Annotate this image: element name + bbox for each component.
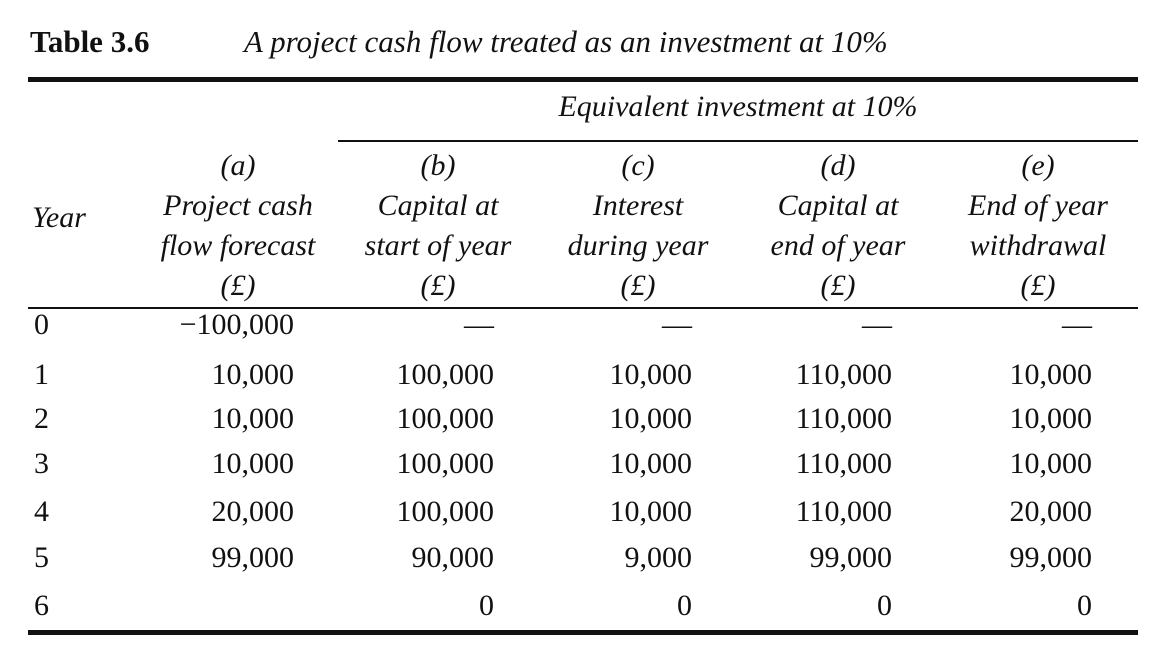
cash-flow-cell: 10,000 <box>211 358 295 391</box>
column-unit: (£) <box>1020 269 1056 302</box>
capital-end-cell: 99,000 <box>809 541 893 574</box>
withdrawal-cell: 99,000 <box>1009 541 1093 574</box>
capital-end-cell: — <box>862 308 892 341</box>
cash-flow-cell: 99,000 <box>211 541 295 574</box>
column-title-line2: flow forecast <box>160 229 316 262</box>
capital-end-cell: 110,000 <box>795 447 892 480</box>
column-title-line1: End of year <box>968 189 1108 222</box>
column-header-d: (d) Capital at end of year (£) <box>744 146 932 306</box>
interest-cell: 10,000 <box>609 495 693 528</box>
column-unit: (£) <box>220 269 256 302</box>
year-cell: 5 <box>34 541 49 574</box>
column-header-e: (e) End of year withdrawal (£) <box>944 146 1132 306</box>
bottom-rule <box>28 630 1138 635</box>
withdrawal-cell: 0 <box>1077 589 1092 622</box>
capital-start-cell: 100,000 <box>396 402 495 435</box>
year-cell: 6 <box>34 589 49 622</box>
capital-start-cell: 90,000 <box>411 541 495 574</box>
column-title-line2: withdrawal <box>969 229 1107 262</box>
column-unit: (£) <box>620 269 656 302</box>
header-rule <box>28 307 1138 309</box>
table-row: 6 0 0 0 0 <box>0 583 1154 629</box>
table-row: 2 10,000 100,000 10,000 110,000 10,000 <box>0 396 1154 442</box>
column-title-line1: Project cash <box>163 189 313 222</box>
top-rule <box>28 77 1138 82</box>
table-row: 5 99,000 90,000 9,000 99,000 99,000 <box>0 535 1154 581</box>
capital-start-cell: 0 <box>479 589 494 622</box>
capital-end-cell: 110,000 <box>795 402 892 435</box>
withdrawal-cell: 20,000 <box>1009 495 1093 528</box>
capital-start-cell: 100,000 <box>396 495 495 528</box>
withdrawal-cell: 10,000 <box>1009 402 1093 435</box>
interest-cell: 0 <box>677 589 692 622</box>
cash-flow-cell: −100,000 <box>179 308 294 341</box>
column-letter: (a) <box>220 149 256 182</box>
withdrawal-cell: 10,000 <box>1009 447 1093 480</box>
withdrawal-cell: 10,000 <box>1009 358 1093 391</box>
capital-start-cell: 100,000 <box>396 447 495 480</box>
column-header-a: (a) Project cash flow forecast (£) <box>140 146 336 306</box>
year-column-header: Year <box>32 201 86 234</box>
column-title-line2: during year <box>567 229 709 262</box>
group-rule <box>338 140 1138 142</box>
column-title-line2: start of year <box>364 229 512 262</box>
column-title-line1: Capital at <box>777 189 899 222</box>
column-title-line2: end of year <box>770 229 906 262</box>
year-cell: 0 <box>34 308 49 341</box>
capital-end-cell: 110,000 <box>795 358 892 391</box>
cash-flow-cell: 10,000 <box>211 447 295 480</box>
column-header-b: (b) Capital at start of year (£) <box>344 146 532 306</box>
table-label: Table 3.6 <box>30 24 150 59</box>
capital-start-cell: 100,000 <box>396 358 495 391</box>
column-unit: (£) <box>820 269 856 302</box>
capital-end-cell: 0 <box>877 589 892 622</box>
column-letter: (d) <box>820 149 856 182</box>
year-cell: 3 <box>34 447 49 480</box>
table-caption: Table 3.6 A project cash flow treated as … <box>30 18 888 66</box>
interest-cell: 10,000 <box>609 358 693 391</box>
column-letter: (e) <box>1021 149 1055 182</box>
group-header: Equivalent investment at 10% <box>558 90 918 123</box>
withdrawal-cell: — <box>1062 308 1092 341</box>
cash-flow-cell: 20,000 <box>211 495 295 528</box>
year-cell: 1 <box>34 358 49 391</box>
interest-cell: 10,000 <box>609 447 693 480</box>
column-title-line1: Capital at <box>377 189 499 222</box>
table-row: 4 20,000 100,000 10,000 110,000 20,000 <box>0 489 1154 535</box>
table-row: 0 −100,000 — — — — <box>0 302 1154 348</box>
column-unit: (£) <box>420 269 456 302</box>
capital-start-cell: — <box>464 308 494 341</box>
interest-cell: 10,000 <box>609 402 693 435</box>
table-row: 1 10,000 100,000 10,000 110,000 10,000 <box>0 352 1154 398</box>
year-cell: 2 <box>34 402 49 435</box>
column-header-c: (c) Interest during year (£) <box>544 146 732 306</box>
table-row: 3 10,000 100,000 10,000 110,000 10,000 <box>0 441 1154 487</box>
year-cell: 4 <box>34 495 49 528</box>
cash-flow-cell: 10,000 <box>211 402 295 435</box>
column-letter: (b) <box>420 149 456 182</box>
interest-cell: 9,000 <box>624 541 693 574</box>
capital-end-cell: 110,000 <box>795 495 892 528</box>
interest-cell: — <box>662 308 692 341</box>
table-title: A project cash flow treated as an invest… <box>244 24 888 59</box>
column-title-line1: Interest <box>592 189 684 222</box>
column-letter: (c) <box>621 149 655 182</box>
